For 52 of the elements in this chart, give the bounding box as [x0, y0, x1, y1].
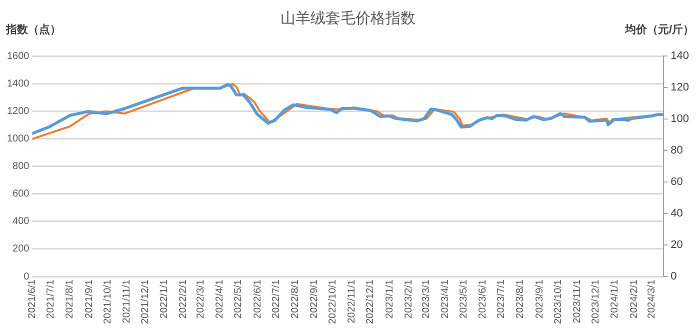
x-tick-label: 2024/2/1 — [628, 279, 640, 318]
y2-tick-label: 100 — [670, 113, 690, 126]
x-tick-label: 2021/7/1 — [46, 279, 57, 318]
x-tick-label: 2023/11/1 — [572, 279, 583, 324]
x-tick-label: 2022/7/1 — [270, 279, 282, 318]
x-tick-label: 2022/5/1 — [233, 279, 244, 318]
y-tick-label: 400 — [12, 216, 30, 228]
x-tick-label: 2022/10/1 — [328, 279, 339, 324]
x-tick-label: 2021/8/1 — [64, 279, 76, 318]
x-tick-label: 2023/8/1 — [515, 279, 526, 318]
x-tick-label: 2022/11/1 — [346, 279, 358, 324]
x-tick-label: 2022/2/1 — [178, 279, 190, 318]
y2-tick-label: 80 — [670, 144, 683, 157]
x-tick-label: 2022/4/1 — [214, 279, 226, 318]
x-tick-label: 2024/3/1 — [646, 279, 658, 318]
x-tick-label: 2022/1/1 — [159, 279, 170, 318]
y-tick-label: 1200 — [6, 106, 30, 117]
x-tick-label: 2023/9/1 — [534, 279, 546, 318]
y2-tick-label: 60 — [670, 176, 683, 188]
x-tick-label: 2022/9/1 — [309, 279, 320, 318]
x-tick-label: 2021/9/1 — [84, 279, 95, 318]
y-tick-label: 200 — [12, 244, 30, 255]
y2-tick-label: 0 — [670, 270, 677, 283]
x-tick-label: 2023/10/1 — [552, 279, 564, 324]
x-tick-label: 2023/5/1 — [458, 279, 470, 318]
x-tick-label: 2022/6/1 — [252, 279, 264, 318]
y2-tick-label: 120 — [670, 82, 690, 94]
x-tick-label: 2023/3/1 — [420, 279, 432, 318]
y-tick-label: 800 — [12, 161, 30, 172]
y2-tick-label: 140 — [670, 50, 690, 62]
x-tick-label: 2022/3/1 — [195, 279, 206, 318]
y2-tick-label: 40 — [670, 208, 683, 220]
x-tick-label: 2022/8/1 — [290, 279, 301, 318]
y-axis-title: 指数（点） — [5, 23, 61, 36]
chart-title: 山羊绒套毛价格指数 — [280, 10, 416, 28]
x-tick-label: 2024/1/1 — [610, 279, 621, 318]
y-tick-label: 1600 — [6, 50, 30, 62]
x-tick-label: 2023/12/1 — [590, 279, 602, 324]
y2-axis-title: 均价（元/斤） — [624, 23, 694, 36]
x-tick-label: 2021/12/1 — [140, 279, 151, 324]
x-tick-label: 2021/10/1 — [102, 279, 114, 324]
y2-tick-label: 20 — [670, 239, 683, 252]
x-tick-label: 2021/11/1 — [121, 279, 132, 324]
y-tick-label: 1000 — [6, 133, 30, 144]
x-tick-label: 2023/1/1 — [384, 279, 396, 318]
y-tick-label: 1400 — [6, 78, 30, 90]
x-tick-label: 2023/6/1 — [478, 279, 489, 318]
x-tick-label: 2022/12/1 — [365, 279, 376, 324]
x-tick-label: 2023/4/1 — [440, 279, 451, 318]
x-tick-label: 2023/2/1 — [403, 279, 414, 318]
x-tick-label: 2023/7/1 — [496, 279, 508, 318]
y-tick-label: 600 — [12, 188, 30, 200]
